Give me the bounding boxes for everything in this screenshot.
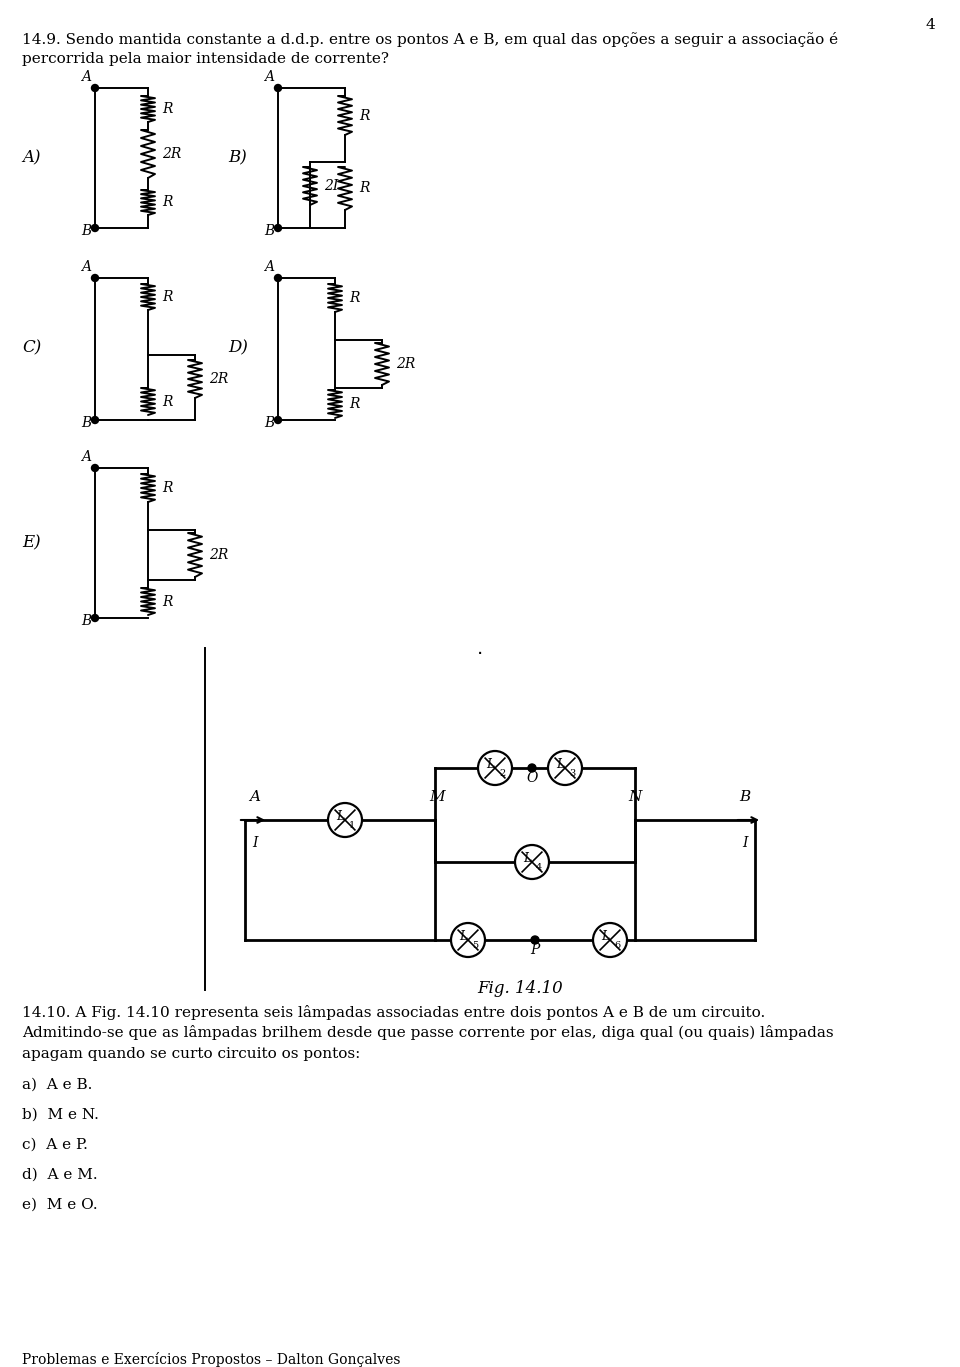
Text: .: . (477, 638, 483, 658)
Text: R: R (162, 395, 173, 409)
Text: B: B (81, 224, 91, 238)
Text: A): A) (22, 149, 40, 167)
Circle shape (528, 764, 536, 772)
Text: c)  A e P.: c) A e P. (22, 1137, 88, 1152)
Circle shape (531, 936, 539, 945)
Text: L: L (556, 757, 564, 771)
Circle shape (275, 85, 281, 92)
Text: B: B (264, 224, 274, 238)
Text: b)  M e N.: b) M e N. (22, 1109, 99, 1122)
Text: Admitindo-se que as lâmpadas brilhem desde que passe corrente por elas, diga qua: Admitindo-se que as lâmpadas brilhem des… (22, 1025, 833, 1040)
Text: I: I (252, 837, 257, 850)
Text: Fig. 14.10: Fig. 14.10 (477, 980, 563, 997)
Circle shape (275, 275, 281, 282)
Circle shape (91, 465, 99, 472)
Text: 2R: 2R (162, 148, 181, 161)
Text: Problemas e Exercícios Propostos – Dalton Gonçalves: Problemas e Exercícios Propostos – Dalto… (22, 1352, 400, 1367)
Text: A: A (81, 260, 91, 273)
Circle shape (593, 923, 627, 957)
Circle shape (91, 417, 99, 424)
Circle shape (275, 417, 281, 424)
Text: N: N (628, 790, 641, 804)
Text: 2I: 2I (324, 179, 338, 193)
Text: M: M (429, 790, 444, 804)
Text: 2R: 2R (396, 357, 416, 370)
Text: L: L (486, 757, 494, 771)
Text: 14.9. Sendo mantida constante a d.d.p. entre os pontos A e B, em qual das opções: 14.9. Sendo mantida constante a d.d.p. e… (22, 31, 838, 46)
Circle shape (91, 275, 99, 282)
Circle shape (515, 845, 549, 879)
Circle shape (451, 923, 485, 957)
Text: 2R: 2R (209, 548, 228, 562)
Text: I: I (742, 837, 748, 850)
Text: 1: 1 (348, 822, 355, 831)
Text: 6: 6 (614, 942, 620, 950)
Text: 4: 4 (536, 864, 542, 872)
Text: A: A (250, 790, 260, 804)
Text: 4: 4 (925, 18, 935, 31)
Text: B: B (264, 416, 274, 431)
Text: R: R (359, 108, 370, 123)
Circle shape (91, 85, 99, 92)
Text: 2: 2 (499, 770, 505, 778)
Text: C): C) (22, 339, 41, 357)
Text: A: A (264, 260, 274, 273)
Text: P: P (530, 943, 540, 957)
Text: A: A (81, 450, 91, 463)
Text: B: B (81, 614, 91, 627)
Text: R: R (162, 481, 173, 495)
Circle shape (91, 615, 99, 622)
Text: R: R (359, 182, 370, 195)
Text: R: R (162, 195, 173, 209)
Text: apagam quando se curto circuito os pontos:: apagam quando se curto circuito os ponto… (22, 1047, 360, 1061)
Text: B): B) (228, 149, 247, 167)
Text: E): E) (22, 534, 40, 551)
Text: a)  A e B.: a) A e B. (22, 1079, 92, 1092)
Text: 14.10. A Fig. 14.10 representa seis lâmpadas associadas entre dois pontos A e B : 14.10. A Fig. 14.10 representa seis lâmp… (22, 1005, 765, 1020)
Text: d)  A e M.: d) A e M. (22, 1167, 98, 1182)
Circle shape (275, 224, 281, 231)
Circle shape (478, 750, 512, 785)
Text: e)  M e O.: e) M e O. (22, 1197, 98, 1213)
Text: L: L (336, 809, 344, 823)
Text: percorrida pela maior intensidade de corrente?: percorrida pela maior intensidade de cor… (22, 52, 389, 66)
Text: L: L (601, 930, 610, 942)
Text: L: L (459, 930, 468, 942)
Text: 3: 3 (569, 770, 575, 778)
Circle shape (328, 802, 362, 837)
Text: R: R (349, 291, 359, 305)
Text: A: A (81, 70, 91, 83)
Text: B: B (739, 790, 751, 804)
Text: O: O (526, 771, 538, 785)
Text: B: B (81, 416, 91, 431)
Circle shape (548, 750, 582, 785)
Text: L: L (523, 852, 531, 864)
Text: R: R (349, 396, 359, 411)
Text: D): D) (228, 339, 248, 357)
Text: 5: 5 (472, 942, 478, 950)
Text: 2R: 2R (209, 372, 228, 385)
Text: R: R (162, 290, 173, 303)
Text: R: R (162, 595, 173, 608)
Text: R: R (162, 103, 173, 116)
Text: A: A (264, 70, 274, 83)
Circle shape (91, 224, 99, 231)
